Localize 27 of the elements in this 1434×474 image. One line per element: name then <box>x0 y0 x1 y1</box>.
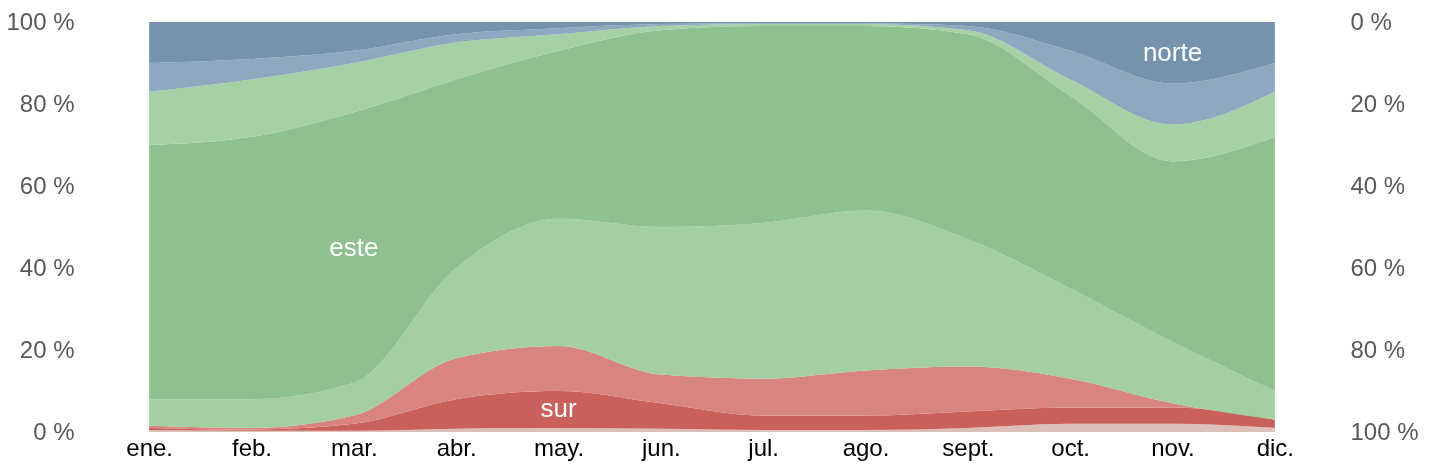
x-tick-label: jul. <box>747 433 780 461</box>
y2-tick-label: 60 % <box>1350 253 1406 281</box>
x-tick-label: ago. <box>842 433 890 461</box>
y2-tick-label: 80 % <box>1350 335 1406 363</box>
x-tick-label: abr. <box>436 433 477 461</box>
y-tick-label: 0 % <box>33 417 75 445</box>
x-tick-label: sept. <box>942 433 995 461</box>
x-tick-label: oct. <box>1051 433 1091 461</box>
y-tick-label: 40 % <box>19 253 75 281</box>
series-label: este <box>329 231 379 262</box>
x-tick-label: ene. <box>126 433 174 461</box>
y-tick-label: 60 % <box>19 171 75 199</box>
x-tick-label: may. <box>533 433 585 461</box>
x-tick-label: feb. <box>231 433 273 461</box>
y-tick-label: 100 % <box>6 7 75 35</box>
x-tick-label: nov. <box>1151 433 1195 461</box>
x-tick-label: mar. <box>330 433 378 461</box>
y2-tick-label: 40 % <box>1350 171 1406 199</box>
x-tick-label: dic. <box>1256 433 1295 461</box>
y2-tick-label: 20 % <box>1350 89 1406 117</box>
y-tick-label: 20 % <box>19 335 75 363</box>
y2-tick-label: 100 % <box>1350 417 1419 445</box>
x-tick-label: jun. <box>640 433 681 461</box>
series-label: sur <box>540 393 577 424</box>
series-label: norte <box>1142 36 1203 67</box>
y-tick-label: 80 % <box>19 89 75 117</box>
y2-tick-label: 0 % <box>1350 7 1392 35</box>
